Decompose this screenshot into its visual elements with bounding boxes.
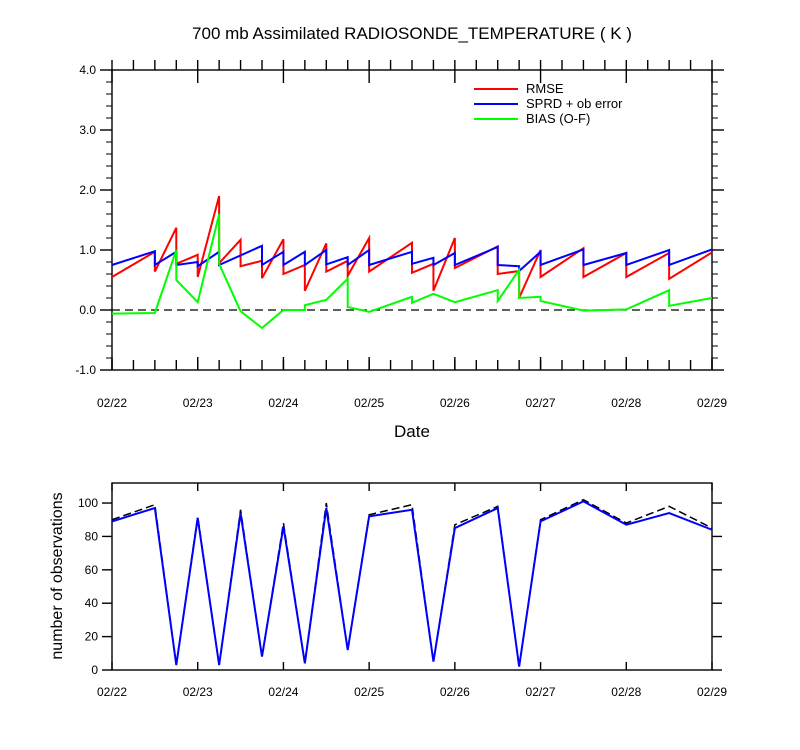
bottom-chart-ylabel: number of observations xyxy=(49,492,66,659)
bottom-x-tick-label: 02/27 xyxy=(526,685,556,699)
bottom-y-tick-label: 60 xyxy=(85,563,99,577)
bottom-y-tick-label: 0 xyxy=(91,663,98,677)
top-y-tick-label: 3.0 xyxy=(79,123,96,137)
bottom-series-assimilated xyxy=(111,500,713,667)
top-x-tick-label: 02/23 xyxy=(183,396,213,410)
top-chart-title: 700 mb Assimilated RADIOSONDE_TEMPERATUR… xyxy=(192,24,632,43)
top-y-tick-label: 0.0 xyxy=(79,303,96,317)
bottom-x-tick-label: 02/24 xyxy=(268,685,298,699)
top-x-tick-label: 02/26 xyxy=(440,396,470,410)
bottom-y-tick-label: 20 xyxy=(85,630,99,644)
top-x-tick-label: 02/28 xyxy=(611,396,641,410)
top-series-bias-o-f xyxy=(111,213,713,330)
top-y-tick-label: 2.0 xyxy=(79,183,96,197)
top-x-tick-label: 02/29 xyxy=(697,396,727,410)
top-legend-label: SPRD + ob error xyxy=(526,96,623,111)
bottom-x-tick-label: 02/29 xyxy=(697,685,727,699)
top-x-tick-label: 02/27 xyxy=(526,396,556,410)
top-chart: 02/22 02/23 02/24 02/25 02/26 02/27 02/28 02/29… xyxy=(75,60,727,410)
top-y-tick-label: -1.0 xyxy=(75,363,96,377)
top-plot-frame xyxy=(111,69,713,371)
bottom-x-tick-label: 02/26 xyxy=(440,685,470,699)
top-y-tick-label: 1.0 xyxy=(79,243,96,257)
top-x-tick-label: 02/22 xyxy=(97,396,127,410)
top-x-tick-label: 02/25 xyxy=(354,396,384,410)
top-chart-xlabel: Date xyxy=(394,422,430,441)
bottom-y-tick-label: 100 xyxy=(78,496,98,510)
bottom-plot-frame xyxy=(111,482,713,671)
bottom-x-tick-label: 02/23 xyxy=(183,685,213,699)
bottom-y-tick-label: 80 xyxy=(85,529,99,543)
bottom-x-tick-label: 02/25 xyxy=(354,685,384,699)
top-legend-label: BIAS (O-F) xyxy=(526,111,590,126)
top-legend-label: RMSE xyxy=(526,81,564,96)
bottom-y-tick-label: 40 xyxy=(85,596,99,610)
top-x-tick-label: 02/24 xyxy=(268,396,298,410)
bottom-x-tick-label: 02/28 xyxy=(611,685,641,699)
bottom-chart: 02/22 02/23 02/24 02/25 02/26 02/27 02/28 02/29… xyxy=(78,482,727,699)
top-y-tick-label: 4.0 xyxy=(79,63,96,77)
bottom-x-tick-label: 02/22 xyxy=(97,685,127,699)
bottom-series-possible xyxy=(111,498,713,667)
